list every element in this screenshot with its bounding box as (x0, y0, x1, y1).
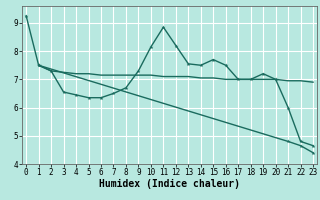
X-axis label: Humidex (Indice chaleur): Humidex (Indice chaleur) (99, 179, 240, 189)
